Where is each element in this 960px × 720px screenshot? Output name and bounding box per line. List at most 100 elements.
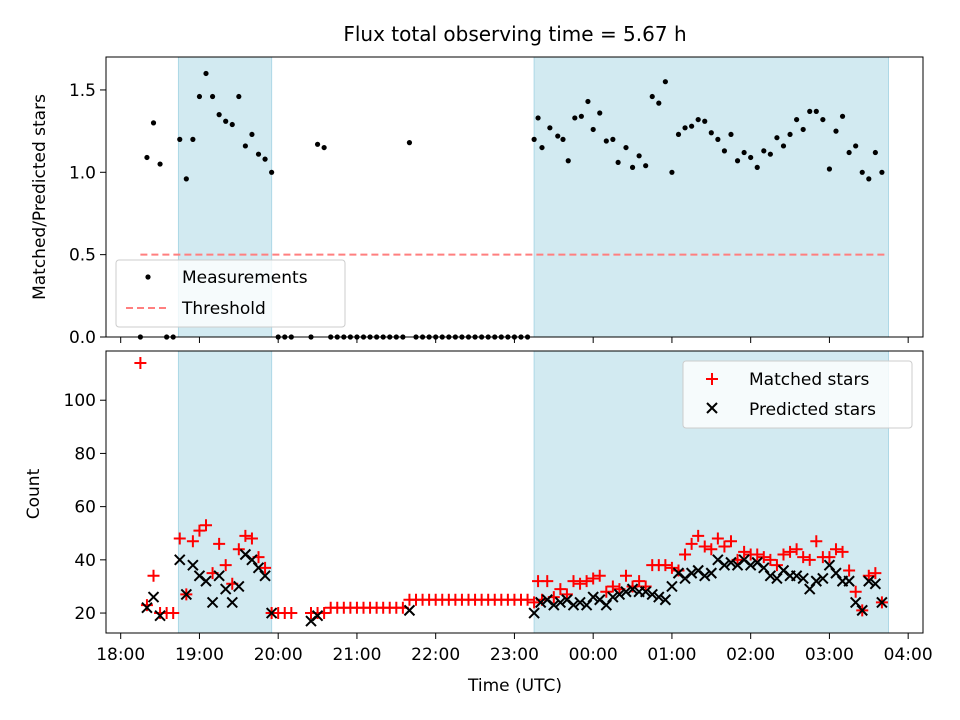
matched-point [285,607,298,620]
predicted-point [718,559,731,571]
predicted-point [147,591,160,603]
measurement-point [610,136,616,142]
predicted-point [699,570,711,582]
measurement-point [846,149,852,156]
matched-point [797,551,810,564]
measurement-point [872,149,878,156]
predicted-point [659,594,672,606]
predicted-point [620,586,632,598]
predicted-point [639,586,652,598]
measurement-point [754,164,760,170]
x-tick-label: 03:00 [805,645,854,665]
measurement-point [682,125,688,131]
measurement-point [144,154,150,161]
predicted-point [817,572,829,585]
measurement-point [229,121,235,128]
measurement-point [578,113,584,119]
matched-point [606,580,619,593]
predicted-point [580,599,593,611]
measurement-point [866,176,872,182]
measurement-point [721,148,728,154]
predicted-point [764,570,777,582]
y-tick-label: 0.5 [69,246,96,266]
x-axis-label: Time (UTC) [467,676,562,696]
matched-point [193,524,206,537]
predicted-point [830,567,842,579]
count-axes: 20 40 60 80 100 18:00 19:00 20:00 21:00 22:00 23:0… [64,391,933,665]
predicted-point [226,596,238,609]
measurement-point [761,148,767,154]
matched-point [521,593,534,606]
predicted-point [219,583,232,595]
x-tick-label: 02:00 [726,645,775,665]
predicted-point [646,588,658,601]
predicted-point [856,604,868,617]
measurement-point [223,118,229,124]
measurement-point [565,158,571,164]
predicted-point [311,610,324,622]
matched-point [849,585,862,598]
measurement-point [629,164,636,170]
measurement-point [813,108,819,114]
measurement-point [262,156,268,162]
measurement-point [734,158,741,164]
measurement-point [406,140,413,146]
matched-point [810,535,823,548]
measurement-point [157,161,163,167]
predicted-point [252,562,265,574]
measurement-point [585,98,591,105]
measurement-point [820,116,826,123]
predicted-point [810,575,823,587]
measurement-point [656,100,662,106]
predicted-point [797,572,809,585]
legend-predicted-label: Predicted stars [749,400,876,420]
x-tick-label: 00:00 [569,645,618,665]
predicted-point [574,596,586,609]
matched-point [738,545,751,558]
matched-point [134,356,147,369]
predicted-point [567,599,580,611]
matched-point [770,559,783,572]
predicted-point [823,559,836,571]
predicted-point [771,572,783,585]
predicted-point [259,570,271,582]
measurement-point [203,70,209,77]
measurement-point [183,176,189,182]
matched-point [186,535,199,548]
measurement-point [767,151,773,157]
measurement-point [800,126,806,133]
x-tick-label: 20:00 [254,645,303,665]
observing-interval-0 [177,350,273,634]
measurement-point [196,93,203,100]
matched-point [633,575,646,588]
measurement-point [539,144,545,151]
predicted-point [613,588,626,601]
predicted-point [548,599,560,611]
count-y-axis-label: Count [24,468,44,519]
matched-point [173,532,186,545]
matched-point [869,567,882,580]
matched-point [232,543,245,556]
predicted-point [213,570,225,582]
predicted-point [607,591,619,603]
x-tick-label: 19:00 [175,645,224,665]
measurement-point [774,135,780,141]
measurement-point [702,118,708,124]
legend-predicted-marker [706,402,718,414]
measurement-point [615,159,621,166]
measurement-point [741,149,747,156]
y-tick-label: 80 [74,444,96,464]
measurement-point [321,144,327,151]
predicted-point [863,575,875,587]
predicted-point [869,578,882,590]
matched-point [784,545,797,558]
measurement-point [708,130,714,136]
predicted-point [554,596,567,609]
predicted-point [744,559,757,571]
matched-point [213,537,226,550]
predicted-point [876,596,888,609]
predicted-point [685,567,698,579]
measurement-point [826,166,833,172]
measurement-point [190,136,196,142]
predicted-point [187,559,199,571]
